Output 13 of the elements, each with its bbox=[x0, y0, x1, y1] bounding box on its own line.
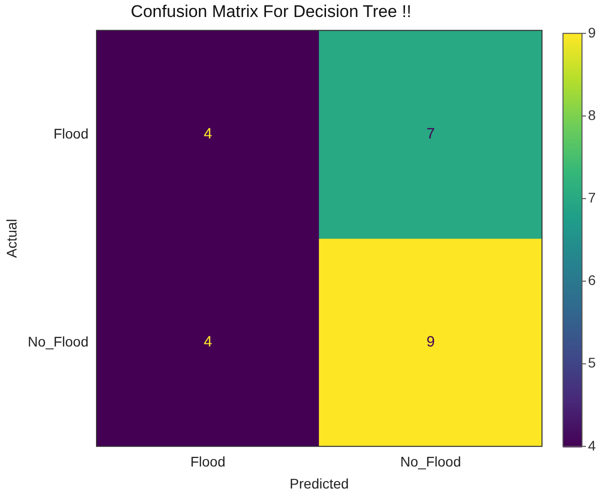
data-label: 4 bbox=[204, 334, 212, 351]
y-axis-title: Actual bbox=[3, 218, 20, 258]
color-bar-label: 7 bbox=[588, 189, 596, 206]
color-bar-label: 9 bbox=[588, 24, 596, 40]
color-bar-label: 6 bbox=[588, 272, 596, 288]
data-label: 9 bbox=[426, 334, 435, 351]
data-label: 7 bbox=[426, 126, 435, 143]
x-axis-title: Predicted bbox=[290, 475, 349, 492]
chart-title: Confusion Matrix For Decision Tree !! bbox=[130, 2, 412, 21]
color-bar-label: 8 bbox=[588, 106, 596, 123]
color-bar-label: 4 bbox=[588, 437, 596, 454]
data-label: 4 bbox=[204, 126, 212, 143]
color-bar-label: 5 bbox=[588, 354, 596, 371]
